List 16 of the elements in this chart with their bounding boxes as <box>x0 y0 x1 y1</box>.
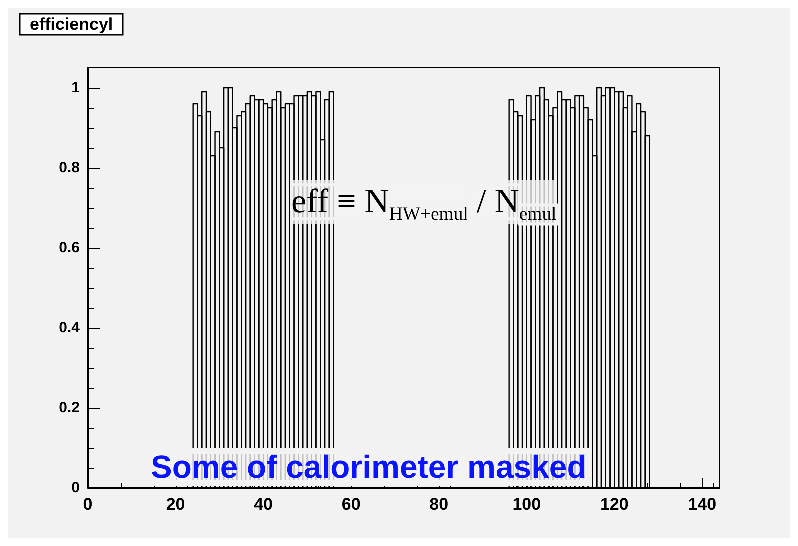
y-tick-label: 0.8 <box>59 160 80 176</box>
y-tick-label: 0 <box>72 480 80 496</box>
y-tick-label: 0.2 <box>59 400 80 416</box>
x-tick-label: 120 <box>600 495 629 514</box>
x-tick-label: 80 <box>430 495 449 514</box>
x-tick-label: 40 <box>254 495 274 514</box>
x-tick-label: 140 <box>688 495 717 514</box>
x-tick-label: 0 <box>83 495 93 514</box>
y-tick-label: 1 <box>72 80 80 96</box>
y-tick-label: 0.6 <box>59 240 80 256</box>
y-tick-label: 0.4 <box>59 320 81 336</box>
x-tick-label: 60 <box>342 495 361 514</box>
x-tick-label: 20 <box>166 495 186 514</box>
x-tick-label: 100 <box>512 495 542 514</box>
chart-title: efficiencyl <box>30 15 114 34</box>
annotation: Some of calorimeter masked <box>151 449 587 485</box>
